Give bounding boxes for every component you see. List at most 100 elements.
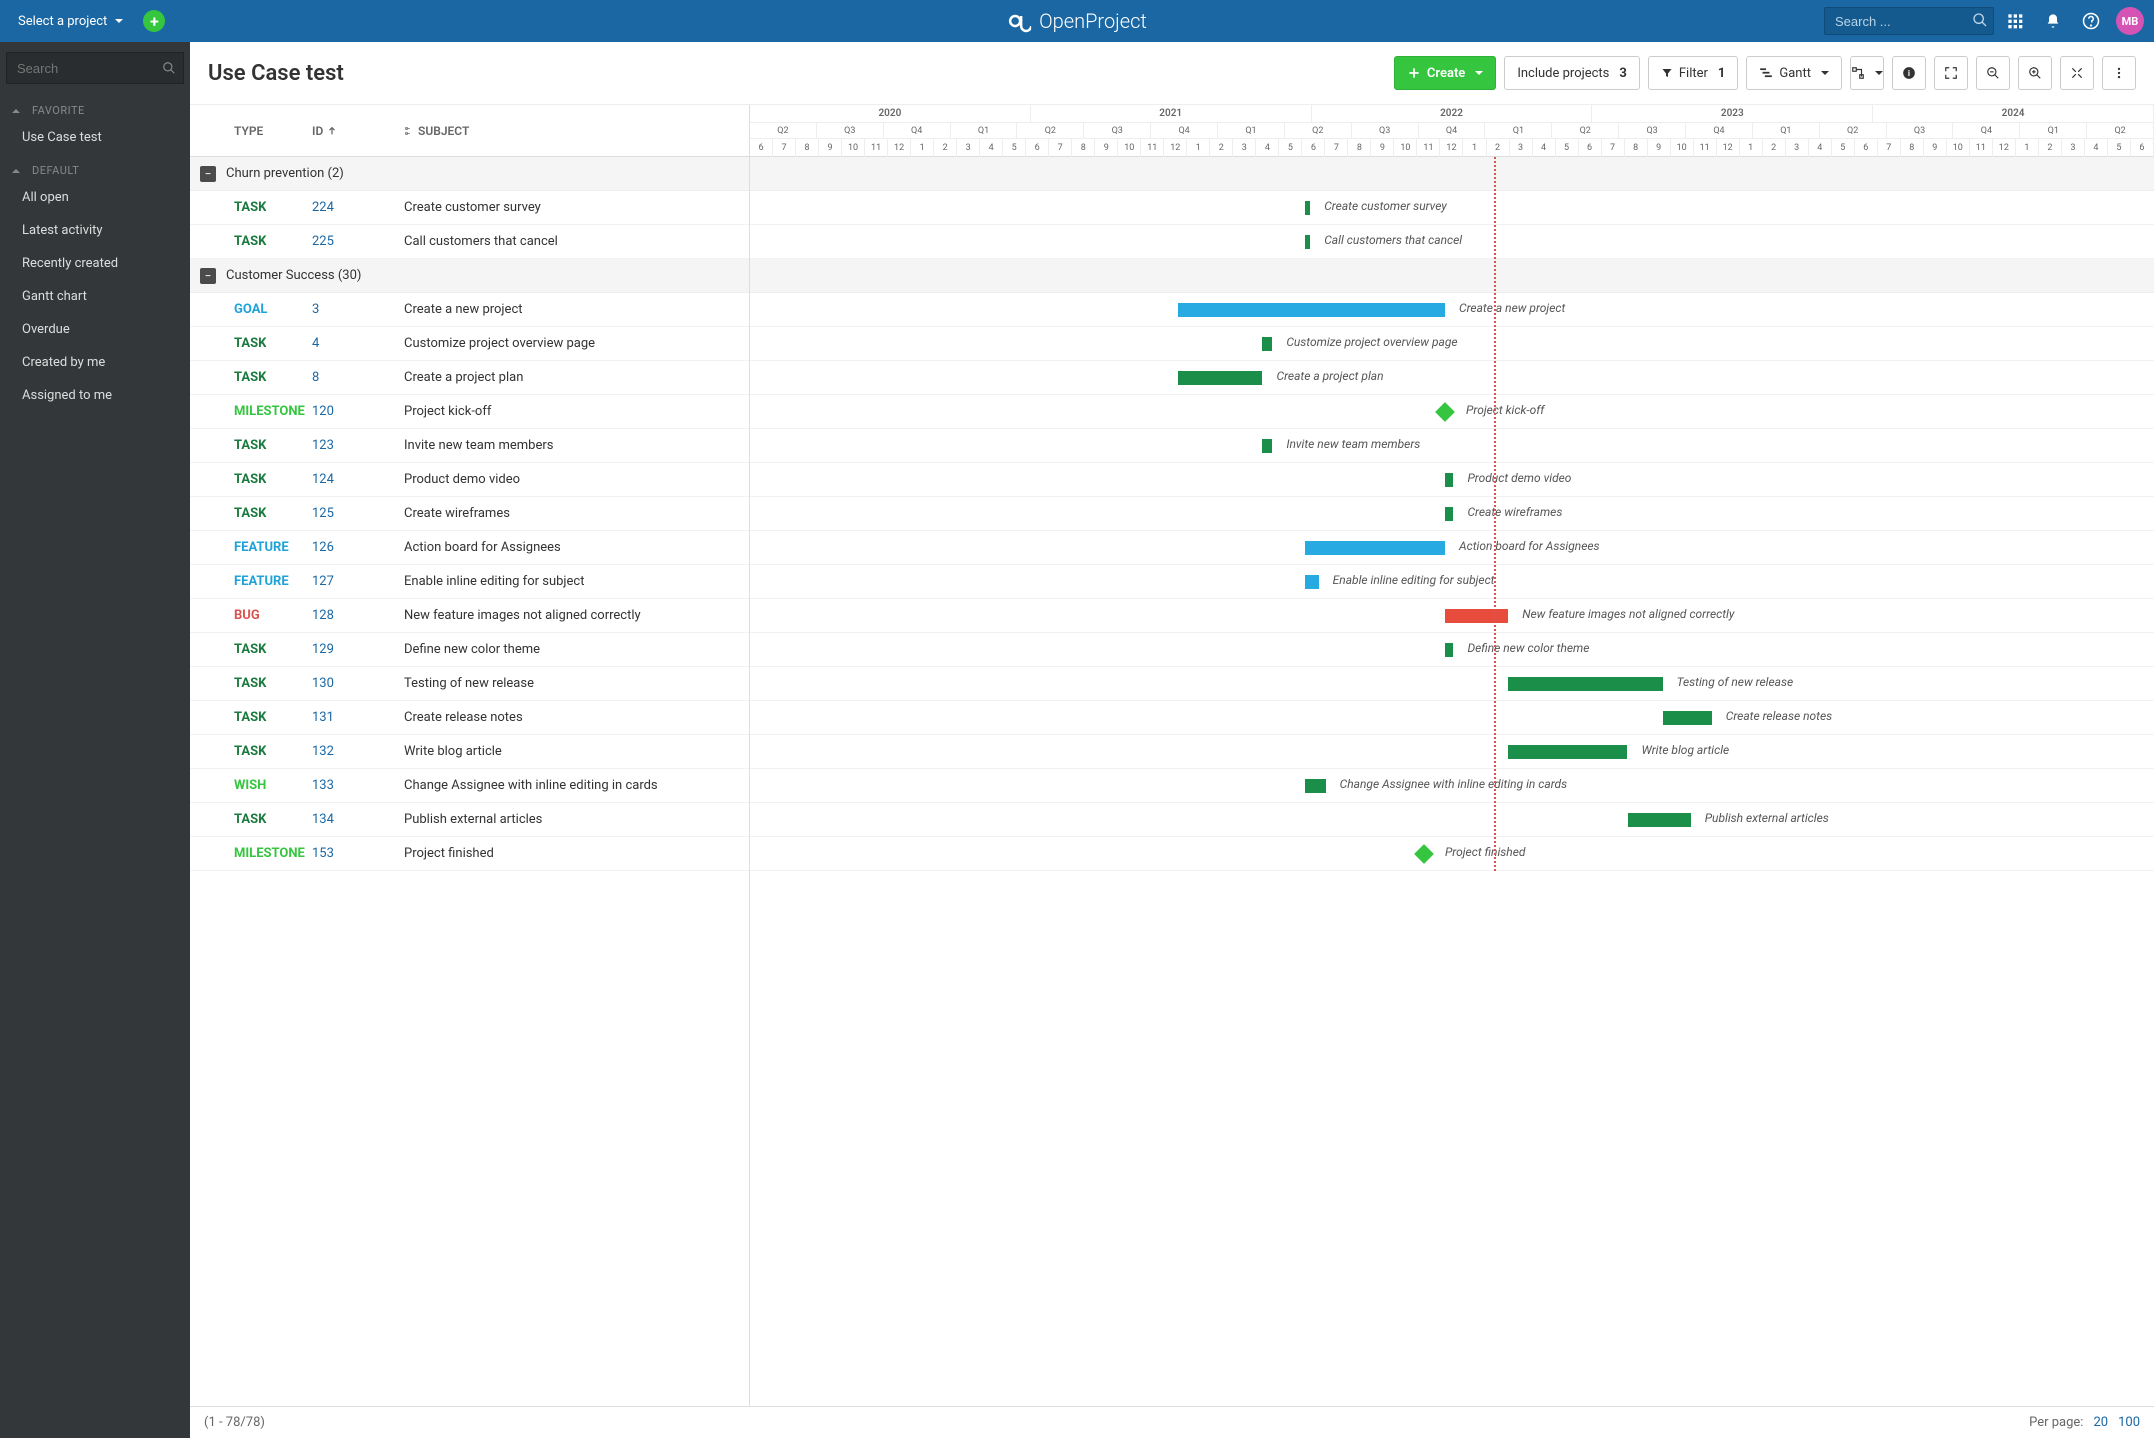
gantt-bar[interactable] [1305,779,1326,793]
sidebar-item[interactable]: Recently created [0,247,190,280]
id-cell[interactable]: 153 [312,846,404,861]
subject-cell[interactable]: Project kick-off [404,404,749,419]
search-icon[interactable] [162,61,176,75]
id-cell[interactable]: 128 [312,608,404,623]
subject-cell[interactable]: Enable inline editing for subject [404,574,749,589]
subject-cell[interactable]: Invite new team members [404,438,749,453]
hierarchy-button[interactable] [1850,56,1884,90]
notifications-bell-icon[interactable] [2036,4,2070,38]
avatar[interactable]: MB [2116,7,2144,35]
gantt-bar[interactable] [1178,371,1262,385]
create-button[interactable]: Create [1394,56,1496,90]
add-project-button[interactable]: + [143,10,165,32]
zoom-out-button[interactable] [1976,56,2010,90]
col-id[interactable]: ID [312,124,404,138]
search-icon[interactable] [1972,12,1988,28]
col-type[interactable]: TYPE [234,124,312,138]
id-cell[interactable]: 130 [312,676,404,691]
sidebar-item[interactable]: Latest activity [0,214,190,247]
id-cell[interactable]: 126 [312,540,404,555]
subject-cell[interactable]: Create a project plan [404,370,749,385]
gantt-bar[interactable] [1305,575,1319,589]
subject-cell[interactable]: Define new color theme [404,642,749,657]
gantt-bar[interactable] [1178,303,1445,317]
sidebar-item[interactable]: Overdue [0,313,190,346]
subject-cell[interactable]: Project finished [404,846,749,861]
table-row[interactable]: MILESTONE153Project finished [190,837,749,871]
gantt-bar[interactable] [1262,337,1272,351]
subject-cell[interactable]: Action board for Assignees [404,540,749,555]
subject-cell[interactable]: Testing of new release [404,676,749,691]
col-subject[interactable]: SUBJECT [404,124,749,138]
table-row[interactable]: GOAL3Create a new project [190,293,749,327]
id-cell[interactable]: 124 [312,472,404,487]
table-row[interactable]: TASK134Publish external articles [190,803,749,837]
gantt-bar[interactable] [1445,473,1453,487]
milestone-marker[interactable] [1435,402,1455,422]
table-row[interactable]: TASK131Create release notes [190,701,749,735]
id-cell[interactable]: 133 [312,778,404,793]
gantt-bar[interactable] [1305,541,1445,555]
table-row[interactable]: FEATURE126Action board for Assignees [190,531,749,565]
gantt-bar[interactable] [1628,813,1691,827]
table-row[interactable]: BUG128New feature images not aligned cor… [190,599,749,633]
id-cell[interactable]: 224 [312,200,404,215]
id-cell[interactable]: 134 [312,812,404,827]
collapse-icon[interactable]: − [200,268,216,284]
subject-cell[interactable]: Create a new project [404,302,749,317]
id-cell[interactable]: 4 [312,336,404,351]
id-cell[interactable]: 225 [312,234,404,249]
id-cell[interactable]: 132 [312,744,404,759]
id-cell[interactable]: 3 [312,302,404,317]
modules-grid-icon[interactable] [1998,4,2032,38]
table-row[interactable]: TASK129Define new color theme [190,633,749,667]
id-cell[interactable]: 8 [312,370,404,385]
project-selector[interactable]: Select a project [10,10,131,33]
sidebar-section-header[interactable]: FAVORITE [0,94,190,121]
view-gantt-button[interactable]: Gantt [1746,56,1842,90]
gantt-bar[interactable] [1663,711,1712,725]
search-input[interactable] [1824,7,1994,35]
table-row[interactable]: TASK8Create a project plan [190,361,749,395]
gantt-bar[interactable] [1262,439,1272,453]
subject-cell[interactable]: Change Assignee with inline editing in c… [404,778,749,793]
table-row[interactable]: TASK225Call customers that cancel [190,225,749,259]
subject-cell[interactable]: Create wireframes [404,506,749,521]
per-page-option[interactable]: 100 [2118,1415,2140,1430]
gantt-bar[interactable] [1445,609,1508,623]
table-row[interactable]: WISH133Change Assignee with inline editi… [190,769,749,803]
id-cell[interactable]: 131 [312,710,404,725]
sidebar-item[interactable]: Gantt chart [0,280,190,313]
gantt-bar[interactable] [1305,235,1311,249]
sidebar-section-header[interactable]: DEFAULT [0,154,190,181]
gantt-bar[interactable] [1508,745,1627,759]
subject-cell[interactable]: Create customer survey [404,200,749,215]
subject-cell[interactable]: Write blog article [404,744,749,759]
gantt-bar[interactable] [1508,677,1662,691]
table-row[interactable]: TASK224Create customer survey [190,191,749,225]
id-cell[interactable]: 127 [312,574,404,589]
gantt-bar[interactable] [1305,201,1311,215]
subject-cell[interactable]: New feature images not aligned correctly [404,608,749,623]
group-row[interactable]: −Churn prevention (2) [190,157,749,191]
subject-cell[interactable]: Product demo video [404,472,749,487]
sidebar-search-input[interactable] [6,52,184,84]
group-row[interactable]: −Customer Success (30) [190,259,749,293]
table-row[interactable]: FEATURE127Enable inline editing for subj… [190,565,749,599]
app-logo[interactable]: OpenProject [1007,9,1147,33]
gantt-bar[interactable] [1445,643,1453,657]
fullscreen-button[interactable] [1934,56,1968,90]
subject-cell[interactable]: Create release notes [404,710,749,725]
id-cell[interactable]: 123 [312,438,404,453]
table-row[interactable]: TASK4Customize project overview page [190,327,749,361]
filter-button[interactable]: Filter 1 [1648,56,1739,90]
subject-cell[interactable]: Call customers that cancel [404,234,749,249]
gantt-bar[interactable] [1445,507,1453,521]
include-projects-button[interactable]: Include projects 3 [1504,56,1640,90]
id-cell[interactable]: 120 [312,404,404,419]
more-button[interactable] [2102,56,2136,90]
sidebar-item[interactable]: Use Case test [0,121,190,154]
sidebar-item[interactable]: Created by me [0,346,190,379]
sidebar-item[interactable]: All open [0,181,190,214]
zoom-in-button[interactable] [2018,56,2052,90]
